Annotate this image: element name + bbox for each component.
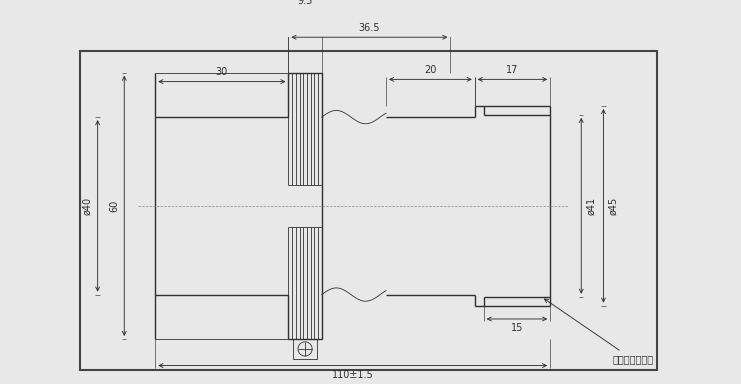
Text: 36.5: 36.5 bbox=[359, 23, 380, 33]
Text: 110±1.5: 110±1.5 bbox=[332, 370, 373, 380]
Text: 17: 17 bbox=[506, 65, 519, 75]
Text: 20: 20 bbox=[424, 65, 436, 75]
Text: 与插座插合部分: 与插座插合部分 bbox=[545, 299, 654, 364]
Text: ø45: ø45 bbox=[609, 197, 619, 215]
Text: 60: 60 bbox=[109, 200, 119, 212]
Text: 15: 15 bbox=[511, 323, 523, 333]
Text: 9.5: 9.5 bbox=[297, 0, 313, 6]
Text: ø40: ø40 bbox=[82, 197, 93, 215]
Text: 30: 30 bbox=[216, 67, 228, 77]
Text: ø41: ø41 bbox=[587, 197, 597, 215]
Bar bbox=[293, 339, 317, 359]
